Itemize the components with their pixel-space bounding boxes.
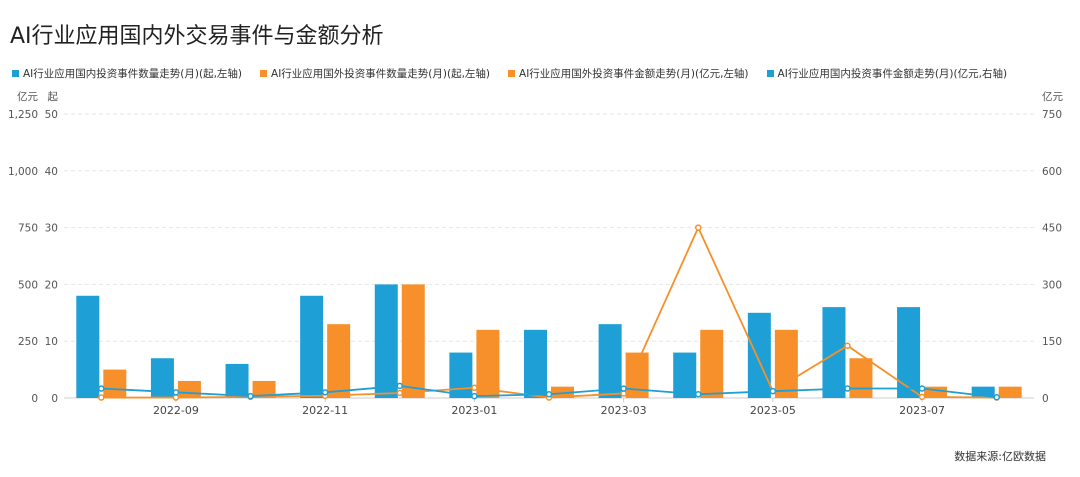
line-point-series-2 xyxy=(918,393,926,401)
y-tick-label-right: 300 xyxy=(1042,279,1062,291)
y-tick-label-left-outer: 500 xyxy=(18,279,38,291)
x-tick-label: 2023-01 xyxy=(451,404,497,417)
y-tick-label-left-inner: 40 xyxy=(45,166,58,178)
line-point-series-3 xyxy=(321,389,329,396)
legend-item[interactable]: AI行业应用国外投资事件金额走势(月)(亿元,左轴) xyxy=(508,66,749,81)
y-tick-label-left-outer: 250 xyxy=(18,336,38,348)
y-tick-label-right: 150 xyxy=(1042,336,1062,348)
bar-series-0 xyxy=(150,358,174,398)
bar-series-0 xyxy=(822,307,846,398)
legend-item[interactable]: AI行业应用国内投资事件数量走势(月)(起,左轴) xyxy=(12,66,242,81)
line-point-series-3 xyxy=(993,393,1000,401)
line-point-series-3 xyxy=(545,390,553,398)
y-tick-label-left-outer: 1,000 xyxy=(8,166,38,178)
line-point-series-2 xyxy=(844,342,851,349)
y-tick-label-left-outer: 1,250 xyxy=(8,109,38,121)
y-tick-label-right: 750 xyxy=(1042,109,1062,121)
bar-series-1 xyxy=(849,358,873,398)
legend: AI行业应用国内投资事件数量走势(月)(起,左轴) AI行业应用国外投资事件数量走… xyxy=(12,66,1007,81)
bar-series-1 xyxy=(476,329,500,398)
x-tick-label: 2023-03 xyxy=(601,404,647,417)
line-point-series-2 xyxy=(694,224,702,231)
line-point-series-3 xyxy=(471,392,478,400)
legend-item[interactable]: AI行业应用国内投资事件金额走势(月)(亿元,右轴) xyxy=(766,66,1008,81)
bar-series-1 xyxy=(774,329,798,398)
bar-series-0 xyxy=(225,363,249,398)
line-point-series-3 xyxy=(98,385,105,392)
line-point-series-2 xyxy=(172,394,180,401)
bar-series-0 xyxy=(449,352,473,398)
bar-series-0 xyxy=(897,307,921,398)
bar-series-1 xyxy=(401,284,425,398)
legend-swatch xyxy=(12,70,19,77)
line-point-series-3 xyxy=(694,390,702,398)
y-unit-right: 亿元 xyxy=(1042,90,1064,103)
y-tick-label-left-outer: 750 xyxy=(18,223,38,235)
line-point-series-3 xyxy=(620,385,627,392)
bar-series-0 xyxy=(76,295,100,398)
y-unit-left-outer: 亿元 xyxy=(17,90,38,103)
line-point-series-3 xyxy=(172,389,180,396)
bar-series-1 xyxy=(177,380,201,398)
line-point-series-3 xyxy=(844,385,851,392)
line-point-series-2 xyxy=(98,394,105,401)
bar-series-0 xyxy=(747,312,771,398)
y-tick-label-right: 600 xyxy=(1042,166,1062,178)
bar-series-0 xyxy=(374,284,398,398)
legend-swatch xyxy=(766,70,774,77)
bar-series-1 xyxy=(924,386,948,398)
legend-label: AI行业应用国内投资事件金额走势(月)(亿元,右轴) xyxy=(777,68,1008,80)
y-tick-label-left-inner: 50 xyxy=(45,109,58,121)
legend-swatch xyxy=(508,70,516,77)
x-tick-label: 2022-11 xyxy=(302,404,348,417)
bar-series-0 xyxy=(524,329,547,398)
bar-series-0 xyxy=(300,295,324,398)
bar-series-0 xyxy=(673,352,697,398)
y-tick-label-left-inner: 0 xyxy=(51,393,58,405)
chart-title: AI行业应用国内外交易事件与金额分析 xyxy=(10,24,384,49)
legend-label: AI行业应用国内投资事件数量走势(月)(起,左轴) xyxy=(23,68,243,80)
line-point-series-3 xyxy=(247,392,254,400)
bar-series-1 xyxy=(327,324,351,398)
bar-series-1 xyxy=(700,329,724,398)
y-unit-left-inner: 起 xyxy=(48,91,59,103)
y-tick-label-left-inner: 10 xyxy=(45,336,58,348)
bar-series-0 xyxy=(598,324,622,398)
bar-series-0 xyxy=(971,386,995,398)
x-tick-label: 2022-09 xyxy=(153,404,199,417)
y-tick-label-left-outer: 0 xyxy=(31,393,38,405)
bar-series-1 xyxy=(625,352,649,398)
line-point-series-3 xyxy=(918,385,926,392)
y-tick-label-right: 450 xyxy=(1042,223,1062,235)
x-tick-label: 2023-05 xyxy=(750,404,796,417)
bar-series-1 xyxy=(252,380,276,398)
x-tick-label: 2023-07 xyxy=(899,404,945,417)
data-source: 数据来源:亿欧数据 xyxy=(954,450,1046,463)
line-point-series-3 xyxy=(769,387,777,395)
legend-swatch xyxy=(260,70,268,77)
y-tick-label-right: 0 xyxy=(1042,393,1049,405)
legend-label: AI行业应用国外投资事件金额走势(月)(亿元,左轴) xyxy=(519,68,749,80)
y-tick-label-left-inner: 30 xyxy=(45,223,58,235)
legend-item[interactable]: AI行业应用国外投资事件数量走势(月)(起,左轴) xyxy=(260,66,490,81)
line-point-series-3 xyxy=(396,382,404,390)
line-point-series-2 xyxy=(471,384,478,392)
bar-series-1 xyxy=(103,369,127,398)
line-point-series-2 xyxy=(396,389,404,397)
bar-series-1 xyxy=(998,386,1022,398)
legend-label: AI行业应用国外投资事件数量走势(月)(起,左轴) xyxy=(271,68,491,80)
y-tick-label-left-inner: 20 xyxy=(45,279,58,291)
